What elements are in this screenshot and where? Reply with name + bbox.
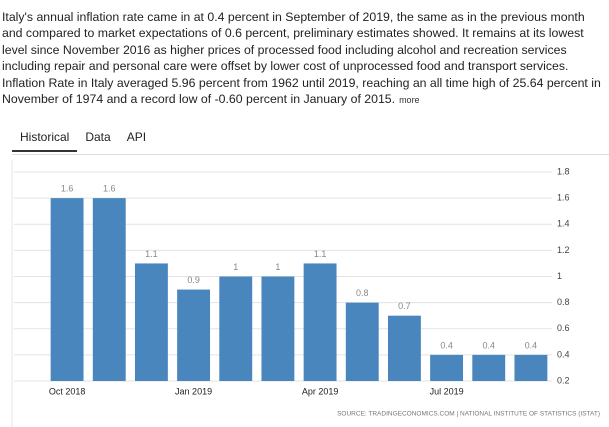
y-tick-label: 0.8 xyxy=(557,297,570,307)
x-tick-label: Apr 2019 xyxy=(302,386,339,396)
value-label: 0.9 xyxy=(187,275,200,285)
tabs: Historical Data API xyxy=(12,130,609,155)
bar xyxy=(472,354,506,381)
tab[interactable]: Data xyxy=(85,130,111,144)
bar xyxy=(261,276,295,381)
x-tick-label: Jan 2019 xyxy=(175,386,212,396)
y-tick-label: 0.2 xyxy=(557,375,570,385)
value-label: 1.6 xyxy=(103,184,116,194)
summary-line: November of 1974 and a record low of -0.… xyxy=(2,92,420,107)
bar xyxy=(177,289,211,381)
summary-line: level since November 2016 as higher pric… xyxy=(2,42,567,57)
bar xyxy=(92,198,126,381)
value-label: 0.4 xyxy=(482,340,495,350)
bar xyxy=(134,263,168,381)
value-label: 0.4 xyxy=(525,340,538,350)
y-tick-label: 1.8 xyxy=(557,166,570,176)
value-label: 0.4 xyxy=(440,340,453,350)
bar xyxy=(430,354,464,381)
summary-line: Italy's annual inflation rate came in at… xyxy=(2,10,585,24)
value-label: 1 xyxy=(233,262,238,272)
y-tick-label: 1.6 xyxy=(557,193,570,203)
bar xyxy=(387,315,421,381)
bar xyxy=(514,354,548,381)
bar xyxy=(303,263,337,381)
y-tick-label: 1.4 xyxy=(557,219,570,229)
x-tick-label: Oct 2018 xyxy=(49,386,86,396)
source: SOURCE: TRADINGECONOMICS.COM | NATIONAL … xyxy=(337,411,600,418)
value-label: 0.7 xyxy=(398,301,411,311)
x-tick-label: Jul 2019 xyxy=(430,386,464,396)
summary-line: and compared to market expectations of 0… xyxy=(2,26,584,41)
value-label: 1.1 xyxy=(314,249,327,259)
more-link[interactable]: more xyxy=(399,95,420,106)
bar xyxy=(345,302,379,381)
value-label: 1.1 xyxy=(145,249,158,259)
y-tick-label: 0.6 xyxy=(557,323,570,333)
y-tick-label: 1.2 xyxy=(557,245,570,255)
bar xyxy=(50,198,84,381)
value-label: 1 xyxy=(275,262,280,272)
summary-line: including repair and personal care were … xyxy=(2,59,569,74)
tab[interactable]: API xyxy=(126,130,147,144)
summary-line: Inflation Rate in Italy averaged 5.96 pe… xyxy=(2,75,601,90)
y-tick-label: 1 xyxy=(557,271,562,281)
y-tick-label: 0.4 xyxy=(557,349,570,359)
value-label: 1.6 xyxy=(61,184,74,194)
bar xyxy=(219,276,253,381)
value-label: 0.8 xyxy=(356,288,369,298)
summary: Italy's annual inflation rate came in at… xyxy=(2,9,609,108)
tab[interactable]: Historical xyxy=(12,130,78,152)
